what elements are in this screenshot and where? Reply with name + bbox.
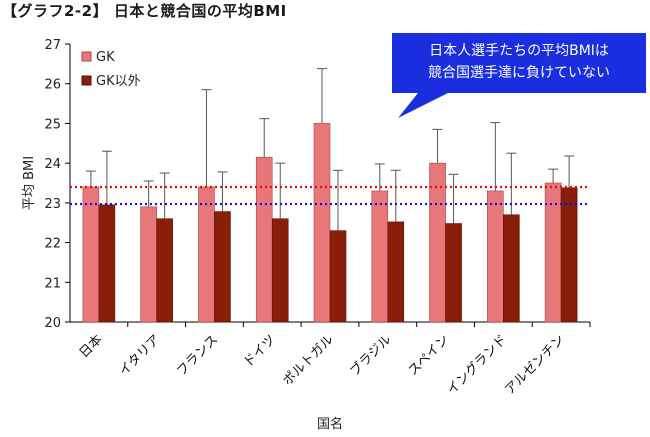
error-bars-group — [85, 68, 575, 231]
callout-shape — [392, 33, 646, 118]
y-axis-title: 平均 BMI — [22, 156, 37, 210]
x-category-label: アルゼンチン — [502, 332, 568, 398]
legend-label-other: GK以外 — [96, 74, 141, 89]
bar-other — [98, 204, 116, 323]
legend-swatch-gk — [81, 51, 92, 62]
y-tick-label: 23 — [44, 197, 61, 212]
y-tick-label: 27 — [44, 38, 61, 53]
bar-gk — [82, 186, 100, 323]
bar-gk — [371, 190, 389, 323]
y-tick-label: 24 — [44, 157, 61, 172]
y-tick-label: 25 — [44, 117, 61, 132]
chart-heading: 【グラフ2-2】 日本と競合国の平均BMI — [2, 2, 287, 20]
callout-line-1: 日本人選手たちの平均BMIは — [429, 43, 609, 59]
bar-other — [156, 218, 173, 323]
bar-other — [271, 218, 289, 323]
x-category-label: ドイツ — [241, 332, 279, 370]
x-axis-title: 国名 — [317, 416, 343, 432]
x-category-label: 日本 — [77, 332, 106, 361]
bar-other — [214, 211, 231, 323]
y-tick-label: 26 — [44, 78, 61, 93]
bar-other — [503, 214, 520, 323]
legend-swatch-other — [81, 75, 92, 86]
bar-other — [560, 187, 578, 323]
bar-gk — [198, 186, 215, 323]
bar-other — [445, 223, 462, 323]
bar-other — [329, 230, 347, 323]
legend-label-gk: GK — [96, 50, 115, 65]
legend: GK GK以外 — [81, 50, 141, 89]
x-category-label: ポルトガル — [280, 332, 337, 389]
x-category-label: イタリア — [116, 332, 163, 379]
bar-gk — [140, 206, 157, 323]
bars-group — [82, 123, 578, 323]
x-category-label: イングランド — [444, 332, 510, 398]
bar-gk — [313, 123, 331, 323]
y-tick-label: 20 — [44, 316, 61, 331]
callout-line-2: 競合国選手達に負けていない — [428, 65, 610, 81]
y-tick-label: 22 — [44, 237, 61, 252]
reference-lines-group — [70, 185, 590, 206]
bar-gk — [255, 156, 273, 323]
x-category-label: フランス — [174, 332, 221, 379]
bar-gk — [487, 190, 504, 323]
callout-bubble: 日本人選手たちの平均BMIは 競合国選手達に負けていない — [392, 33, 646, 118]
x-category-label: ブラジル — [347, 332, 395, 380]
y-tick-label: 21 — [44, 276, 61, 291]
bar-gk — [544, 182, 562, 323]
bar-other — [387, 221, 405, 323]
x-category-label: スペイン — [406, 332, 453, 379]
